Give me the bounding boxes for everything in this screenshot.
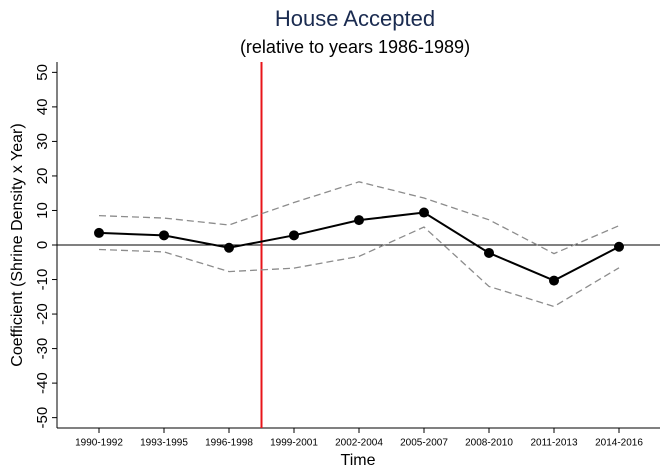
confidence-line <box>98 181 620 255</box>
y-tick-label: 20 <box>34 168 51 185</box>
x-tick-label: 2005-2007 <box>400 438 448 449</box>
point <box>549 275 559 286</box>
chart-subtitle: (relative to years 1986-1989) <box>240 37 470 57</box>
x-tick-label: 1993-1995 <box>140 438 188 449</box>
point <box>289 230 299 241</box>
y-tick-label: 50 <box>34 64 51 81</box>
point <box>484 247 494 258</box>
y-tick-label: 0 <box>34 241 51 249</box>
x-tick-label: 2011-2013 <box>530 438 578 449</box>
point <box>614 241 624 252</box>
y-tick-label: -20 <box>34 303 51 325</box>
x-tick-label: 1996-1998 <box>205 438 253 449</box>
x-tick-label: 1990-1992 <box>75 438 123 449</box>
confidence-line <box>98 226 620 308</box>
x-axis-label: Time <box>341 452 376 469</box>
point <box>419 207 429 218</box>
point <box>159 230 169 241</box>
y-tick-label: -40 <box>34 372 51 394</box>
chart-title: House Accepted <box>275 6 435 31</box>
y-tick-label: -50 <box>34 407 51 429</box>
y-tick-label: 10 <box>34 202 51 219</box>
y-tick-label: -10 <box>34 269 51 291</box>
y-tick-label: 30 <box>34 133 51 150</box>
x-tick-label: 2002-2004 <box>335 438 383 449</box>
point <box>354 215 364 226</box>
point <box>224 242 234 253</box>
point <box>94 227 104 238</box>
x-tick-label: 2014-2016 <box>595 438 643 449</box>
y-tick-label: 40 <box>34 99 51 116</box>
y-axis-label: Coefficient (Shrine Density x Year) <box>9 123 26 366</box>
x-tick-label: 1999-2001 <box>270 438 318 449</box>
x-tick-label: 2008-2010 <box>465 438 513 449</box>
y-tick-label: -30 <box>34 338 51 360</box>
